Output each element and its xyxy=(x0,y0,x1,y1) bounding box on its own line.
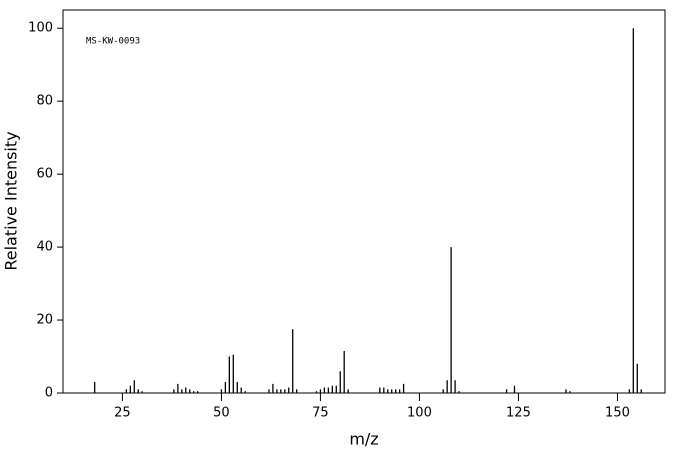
x-tick-label: 125 xyxy=(506,406,531,421)
x-tick-label: 25 xyxy=(114,406,131,421)
y-tick-label: 100 xyxy=(28,21,53,36)
y-tick-label: 60 xyxy=(36,167,53,182)
y-tick-label: 20 xyxy=(36,313,53,328)
plot-frame xyxy=(62,9,666,394)
annotation: MS-KW-0093 xyxy=(86,37,140,47)
x-tick-label: 150 xyxy=(605,406,630,421)
x-tick-label: 75 xyxy=(312,406,329,421)
y-tick-label: 0 xyxy=(45,386,53,401)
y-axis-label: Relative Intensity xyxy=(2,131,21,270)
x-axis-label: m/z xyxy=(349,430,378,449)
x-tick-label: 100 xyxy=(407,406,432,421)
y-tick-label: 40 xyxy=(36,240,53,255)
x-tick-label: 50 xyxy=(213,406,230,421)
y-tick-label: 80 xyxy=(36,94,53,109)
